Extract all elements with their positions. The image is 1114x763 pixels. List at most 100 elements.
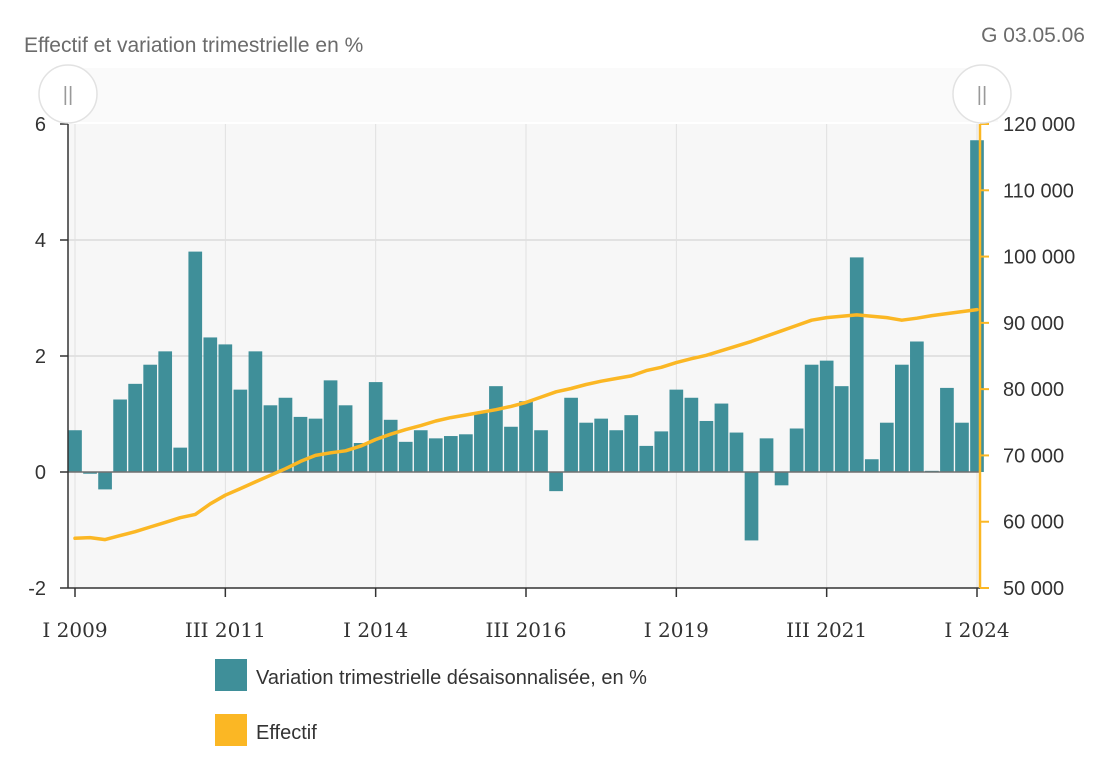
bar <box>774 472 789 486</box>
bar <box>368 382 383 472</box>
bar <box>113 399 127 472</box>
bar <box>383 419 398 472</box>
y-left-tick-label: 6 <box>35 114 46 136</box>
bar <box>744 472 759 541</box>
bar <box>654 431 669 472</box>
y-right-tick-label: 50 000 <box>1003 578 1064 600</box>
bar <box>489 386 503 472</box>
y-right-tick-label: 90 000 <box>1003 313 1064 335</box>
bar <box>248 351 263 472</box>
bar <box>353 443 368 472</box>
bar <box>278 397 293 472</box>
x-tick-label: I 2024 <box>944 618 1009 642</box>
x-tick-label: I 2009 <box>42 618 107 642</box>
bar <box>864 459 879 472</box>
bar <box>98 472 112 490</box>
bar <box>594 418 609 472</box>
bar <box>188 251 203 472</box>
y-left-tick-label: 0 <box>35 462 46 484</box>
drag-handle-icon[interactable] <box>952 64 1012 124</box>
line-series <box>73 307 979 542</box>
y-right-tick-label: 110 000 <box>1003 180 1074 202</box>
y-right-tick-label: 80 000 <box>1003 379 1064 401</box>
legend-item-bars[interactable]: Variation trimestrielle désaisonnalisée,… <box>215 659 647 691</box>
right-range-handle[interactable]: || <box>952 64 1012 124</box>
bar <box>338 405 353 472</box>
legend-swatch-bar <box>215 659 247 691</box>
axes <box>60 123 989 597</box>
y-right-tick-label: 120 000 <box>1003 114 1075 136</box>
legend-swatch-line <box>215 714 247 746</box>
bar <box>910 341 924 472</box>
bar <box>639 445 654 472</box>
bar <box>459 434 473 472</box>
bar <box>218 344 233 472</box>
bar <box>609 430 624 472</box>
bar <box>474 412 488 472</box>
x-tick-label: III 2011 <box>185 618 266 642</box>
x-tick-label: III 2021 <box>786 618 867 642</box>
bar <box>519 401 533 472</box>
bar <box>504 426 518 472</box>
bar <box>413 430 428 472</box>
bar <box>534 430 548 472</box>
bar <box>173 447 188 472</box>
legend-label-line: Effectif <box>256 722 317 744</box>
bar <box>564 397 578 472</box>
bar <box>549 472 563 492</box>
chart-code: G 03.05.06 <box>981 24 1085 47</box>
bar <box>684 397 699 472</box>
y-right-tick-label: 60 000 <box>1003 512 1064 534</box>
legend: Variation trimestrielle désaisonnalisée,… <box>215 659 647 746</box>
bar <box>940 387 954 472</box>
bar <box>263 405 278 472</box>
bar <box>158 351 173 472</box>
y-left-tick-label: 4 <box>35 230 46 252</box>
bar <box>624 415 639 472</box>
bar <box>68 430 82 472</box>
left-range-handle[interactable]: || <box>38 64 98 124</box>
left-handle-glyph: || <box>63 84 73 106</box>
x-tick-label: I 2014 <box>343 618 408 642</box>
bar <box>804 364 819 472</box>
bar <box>428 438 443 472</box>
bar <box>894 364 909 472</box>
bar <box>143 364 158 472</box>
bar <box>579 422 593 472</box>
bar <box>819 360 834 472</box>
chart-title: Effectif et variation trimestrielle en % <box>24 34 363 57</box>
legend-item-line[interactable]: Effectif <box>215 714 317 746</box>
bar <box>443 436 458 472</box>
bar <box>233 389 248 472</box>
x-tick-label: III 2016 <box>486 618 567 642</box>
tick-labels: I 2009 III 2011 I 2014 III 2016 I 2019 III 20… <box>28 114 1075 642</box>
bar <box>955 422 969 472</box>
y-left-tick-label: 2 <box>35 346 46 368</box>
bar <box>398 441 413 472</box>
bar <box>834 386 849 472</box>
effectif-line <box>73 307 979 542</box>
bar <box>669 389 684 472</box>
y-left-tick-label: -2 <box>28 578 46 600</box>
bar <box>323 380 338 472</box>
bar <box>879 422 894 472</box>
bar <box>308 418 323 472</box>
bar <box>849 257 864 472</box>
y-right-tick-label: 100 000 <box>1003 247 1075 269</box>
bar <box>714 403 729 472</box>
right-handle-glyph: || <box>977 84 987 106</box>
y-right-tick-label: 70 000 <box>1003 445 1064 467</box>
bar <box>759 438 774 472</box>
bar <box>789 428 804 472</box>
bar-series <box>68 140 984 541</box>
bar <box>128 383 142 472</box>
bar <box>729 432 744 472</box>
drag-handle-icon[interactable] <box>38 64 98 124</box>
bar <box>203 337 218 472</box>
bar <box>699 420 714 472</box>
bar <box>83 472 97 474</box>
navigator-strip <box>60 68 998 122</box>
legend-label-bars: Variation trimestrielle désaisonnalisée,… <box>256 667 647 689</box>
x-tick-label: I 2019 <box>644 618 709 642</box>
